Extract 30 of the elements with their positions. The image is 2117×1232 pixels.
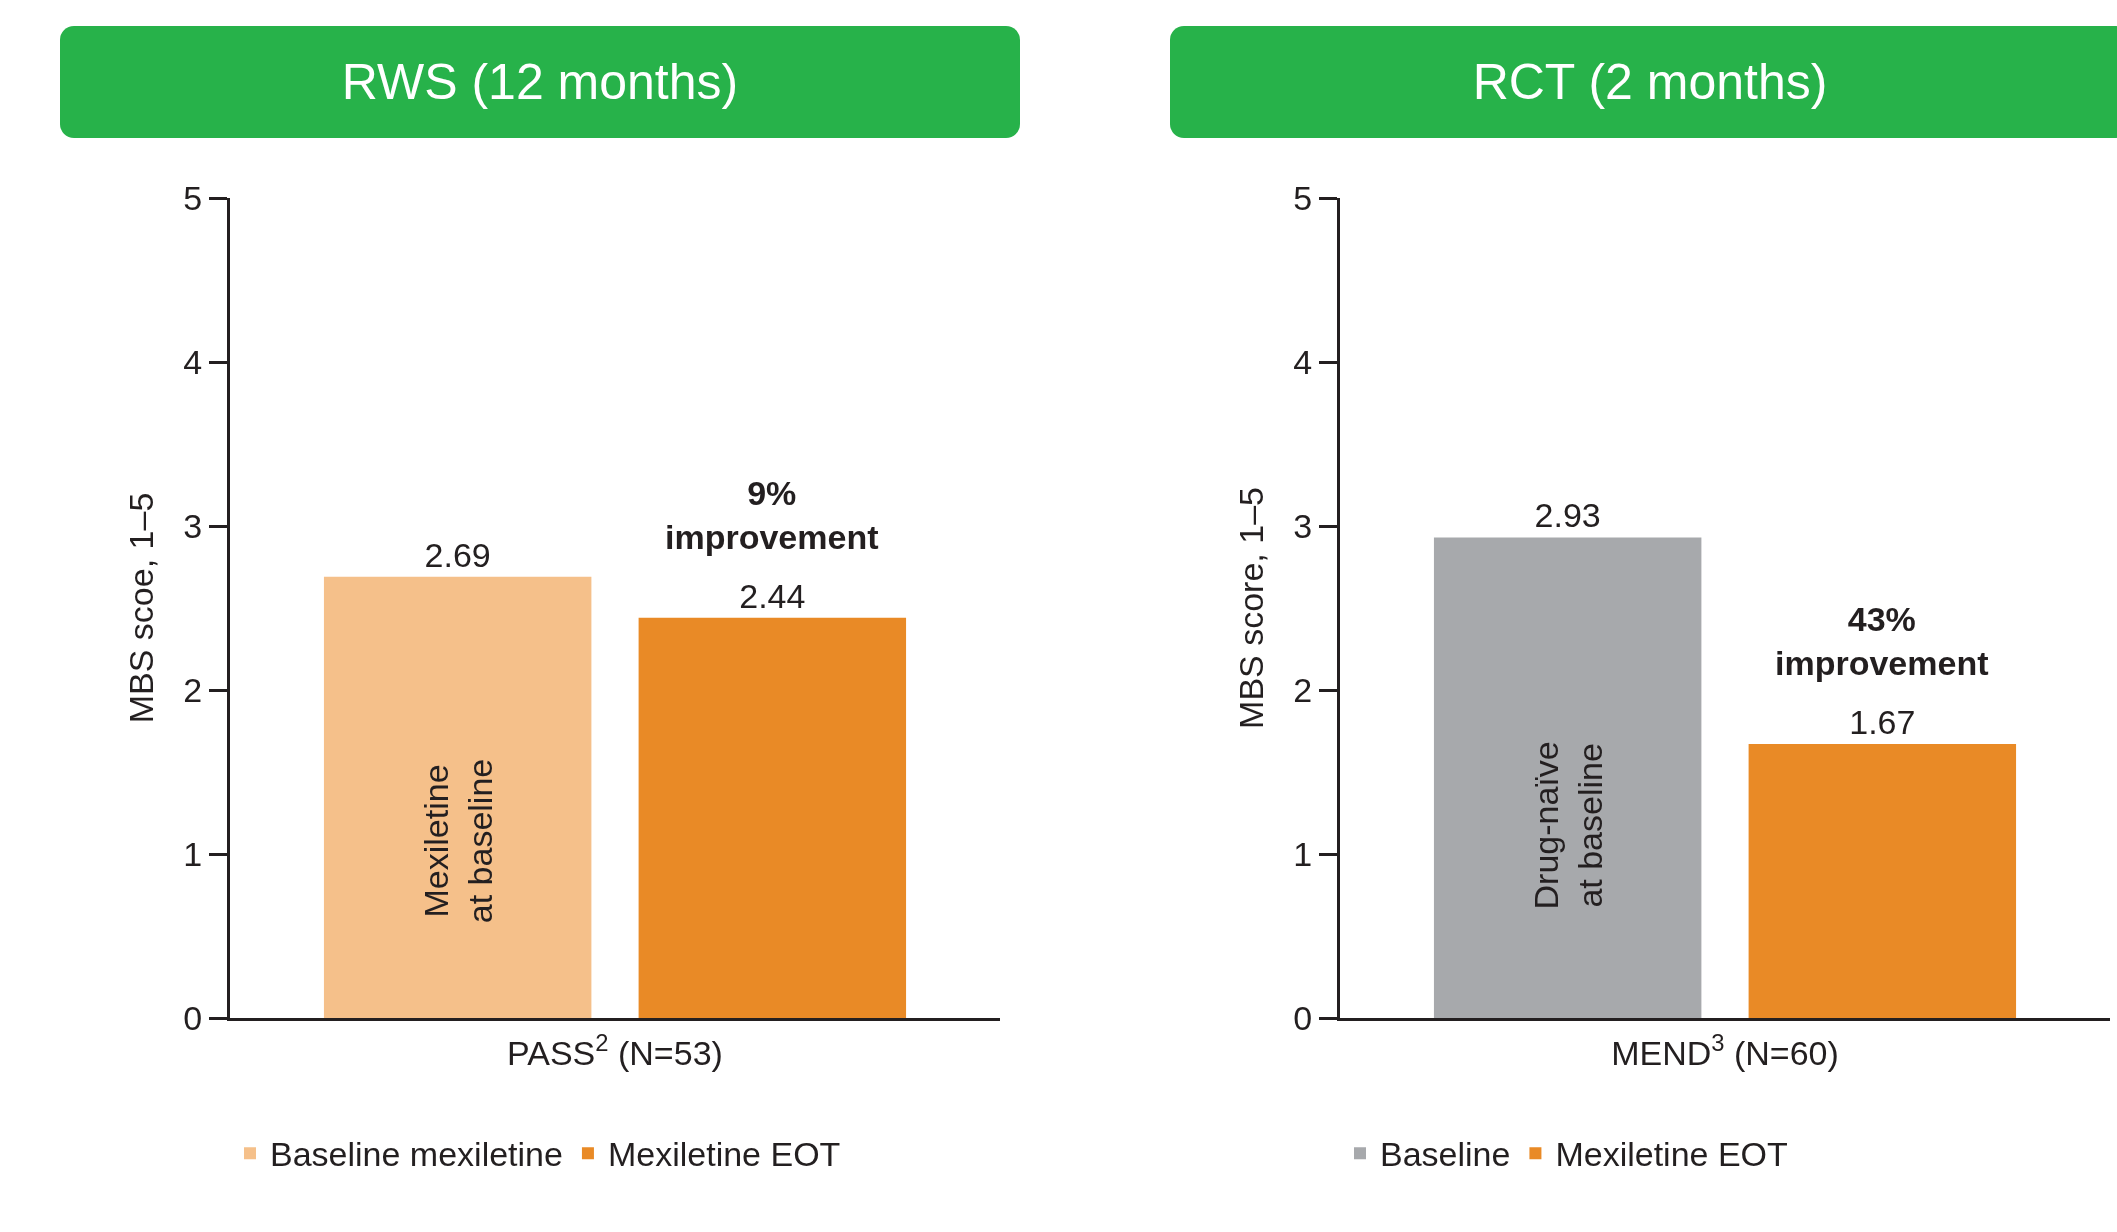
- y-tick-label: 0: [183, 998, 203, 1037]
- y-tick-label: 5: [183, 178, 203, 217]
- y-tick-label: 3: [183, 506, 203, 545]
- y-axis-title: MBS scoe, 1–5: [121, 492, 160, 724]
- data-label: 2.93: [1534, 496, 1601, 535]
- y-tick-label: 1: [1293, 834, 1313, 873]
- annotation: Mexiletine at baseline: [417, 758, 500, 924]
- annotation: 43% improvement: [1775, 600, 1989, 683]
- y-tick-label: 5: [1293, 178, 1313, 217]
- legend-label: Mexiletine EOT: [607, 1135, 841, 1174]
- data-label: 2.69: [424, 535, 491, 574]
- x-axis-title: PASS$^{2}$ (N=53): [507, 1028, 723, 1073]
- legend-label: Mexiletine EOT: [1555, 1135, 1788, 1174]
- chart-title: RCT (2 months): [1170, 26, 2117, 138]
- y-tick-label: 2: [183, 670, 203, 709]
- x-axis-title: MEND$^{3}$ (N=60): [1611, 1028, 1839, 1073]
- y-tick-label: 4: [183, 342, 203, 381]
- legend-label: Baseline mexiletine: [270, 1135, 563, 1174]
- data-label: 1.67: [1849, 703, 1916, 742]
- y-tick-label: 0: [1293, 998, 1313, 1037]
- y-axis-title: MBS score, 1–5: [1231, 487, 1270, 729]
- y-tick-label: 2: [1293, 670, 1313, 709]
- data-label: 2.44: [739, 576, 806, 615]
- legend-label: Baseline: [1380, 1135, 1511, 1174]
- annotation: Drug-naïve at baseline: [1526, 741, 1610, 910]
- annotation: 9% improvement: [665, 474, 879, 557]
- chart-title: RWS (12 months): [60, 26, 1020, 138]
- y-tick-label: 4: [1293, 342, 1313, 381]
- y-tick-label: 1: [183, 834, 203, 873]
- y-tick-label: 3: [1293, 506, 1313, 545]
